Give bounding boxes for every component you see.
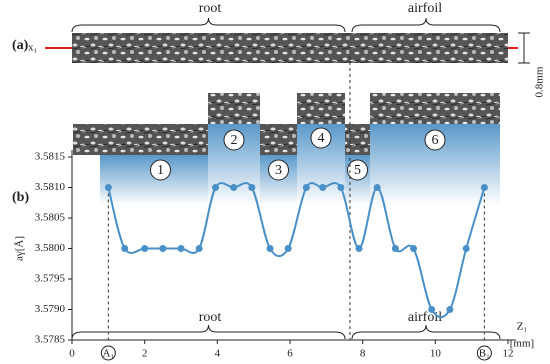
region-number: 6 (432, 133, 439, 148)
data-point (195, 245, 203, 252)
data-line (107, 182, 486, 319)
micrograph (370, 93, 500, 124)
y-tick-label: 3.5805 (35, 212, 66, 224)
y-axis-label: aγ[Å] (14, 236, 26, 261)
micrograph (260, 124, 297, 155)
region-badge (424, 129, 446, 151)
y-tick-label: 3.5815 (35, 151, 66, 163)
micrograph (297, 93, 345, 124)
data-point (319, 184, 327, 191)
x-tick-label: 4 (215, 348, 221, 360)
brace (71, 324, 346, 340)
region-label: root (199, 1, 222, 16)
region-badge (268, 159, 289, 181)
data-point (410, 245, 418, 252)
brace (351, 324, 501, 340)
micrograph-strip (72, 33, 508, 63)
panel-label: (b) (12, 190, 29, 205)
region-label: root (199, 310, 222, 325)
y-tick-label: 3.5785 (35, 334, 66, 346)
region-badge (223, 129, 245, 151)
region-number: 1 (157, 163, 164, 178)
x-tick-label: 2 (142, 348, 148, 360)
data-point (104, 184, 112, 191)
y-tick-label: 3.5800 (35, 242, 66, 254)
data-point (391, 245, 399, 252)
data-point (212, 184, 220, 191)
x-tick-label: 10 (430, 348, 442, 360)
region-badge (310, 127, 332, 149)
x-tick-label: 8 (360, 348, 366, 360)
region-badge (150, 159, 171, 181)
y-tick-label: 3.5790 (35, 303, 66, 315)
marker-label: x₁ (28, 42, 38, 54)
brace (351, 17, 501, 33)
region-number: 5 (354, 163, 361, 178)
panel-label: (a) (12, 38, 29, 53)
x-axis-unit: [mm] (510, 338, 534, 350)
data-point (446, 306, 454, 313)
data-point (266, 245, 274, 252)
data-point (159, 245, 167, 252)
micrograph (73, 124, 208, 155)
data-point (355, 245, 363, 252)
endpoint-badge (100, 345, 116, 361)
micrograph (208, 93, 260, 124)
data-point (480, 184, 488, 191)
data-point (337, 184, 345, 191)
data-point (284, 245, 292, 252)
data-point (373, 184, 381, 191)
brace (71, 17, 346, 33)
region-label: airfoil (408, 310, 442, 325)
endpoint-label: A₁ (102, 348, 114, 360)
data-point (230, 184, 238, 191)
data-point (121, 245, 129, 252)
y-tick-label: 3.5795 (35, 273, 66, 285)
region-badge (347, 159, 368, 181)
data-point (302, 184, 310, 191)
region-number: 2 (231, 133, 238, 148)
data-point (248, 184, 256, 191)
region-label: airfoil (408, 1, 442, 16)
y-tick-label: 3.5810 (35, 181, 66, 193)
data-point (177, 245, 185, 252)
scale-label: 0.8mm (534, 66, 546, 97)
endpoint-badge (476, 345, 492, 361)
x-axis-label: Z₁ (517, 321, 528, 333)
data-point (428, 306, 436, 313)
x-tick-label: 6 (287, 348, 293, 360)
endpoint-label: B₁ (479, 348, 490, 360)
data-point (141, 245, 149, 252)
region-number: 4 (318, 131, 325, 146)
micrograph (345, 124, 370, 155)
x-tick-label: 12 (503, 348, 514, 360)
region-number: 3 (275, 163, 282, 178)
data-point (462, 245, 470, 252)
x-tick-label: 0 (69, 348, 75, 360)
